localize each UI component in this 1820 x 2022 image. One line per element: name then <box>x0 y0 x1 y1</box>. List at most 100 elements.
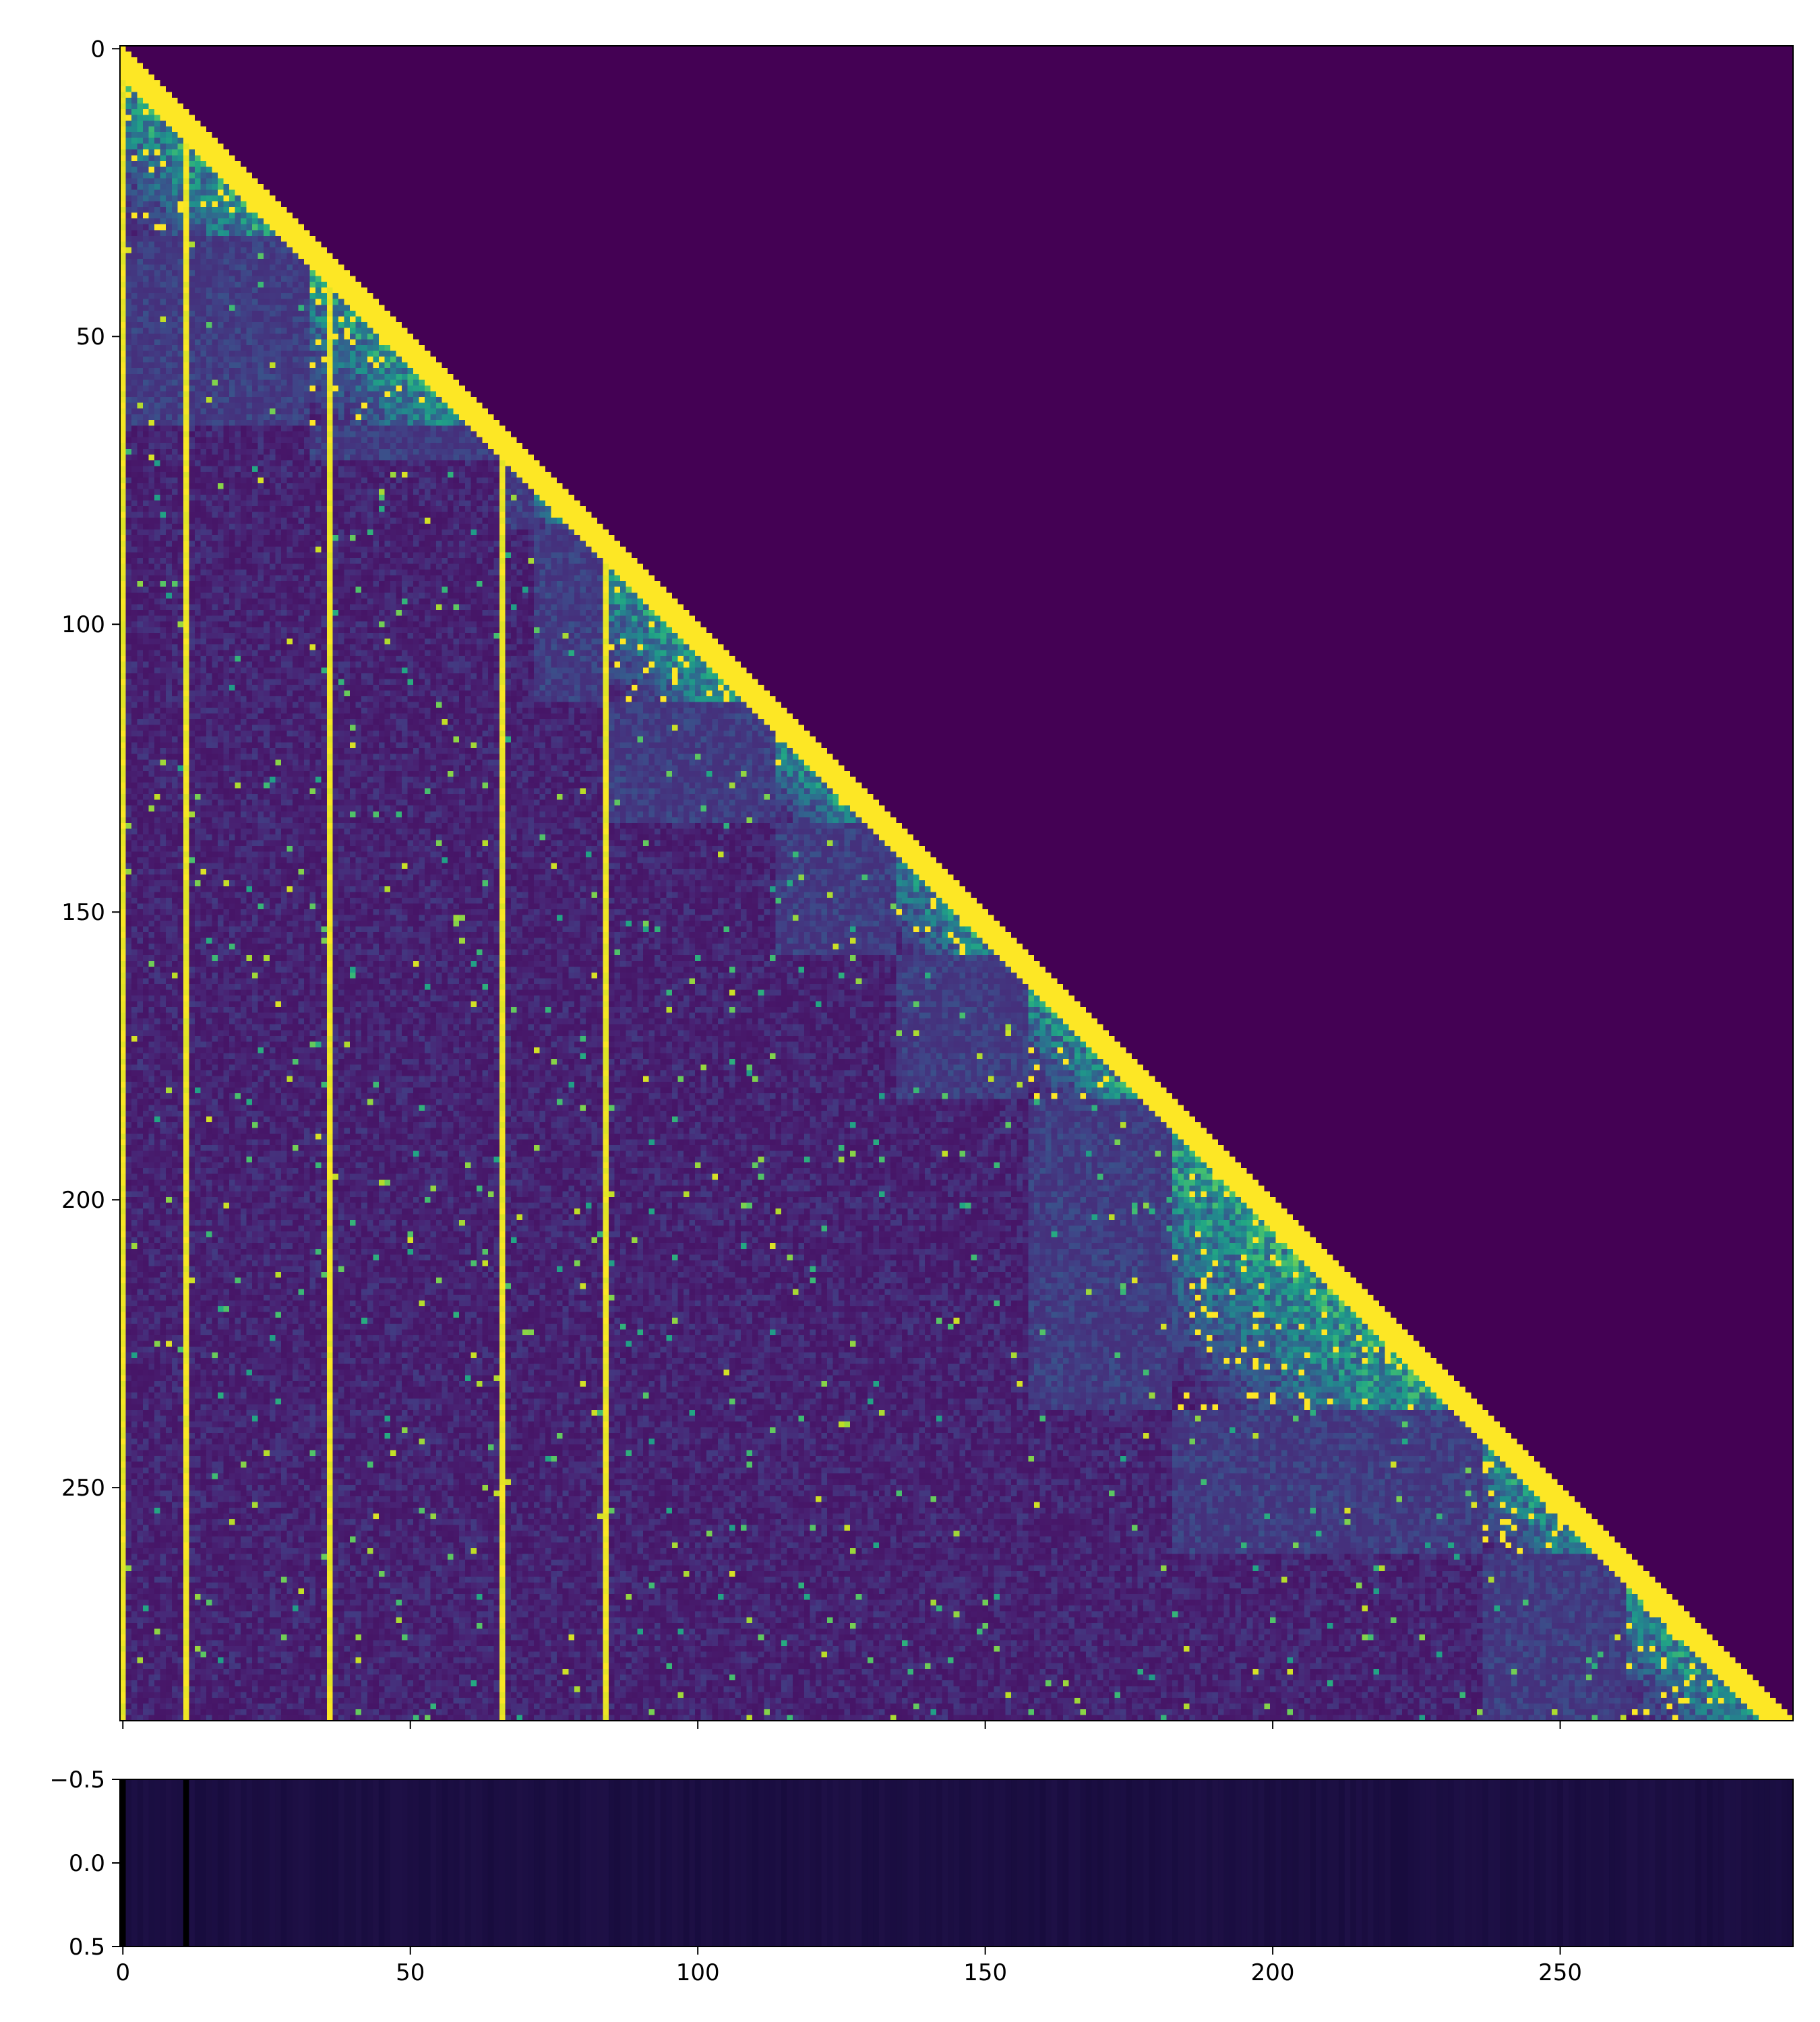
strip-cell <box>166 1779 173 1947</box>
strip-cell <box>355 1779 362 1947</box>
strip-cell <box>315 1779 322 1947</box>
strip-cell <box>269 1779 276 1947</box>
strip-cell <box>120 1779 127 1947</box>
strip-cell <box>1781 1779 1788 1947</box>
strip-cell <box>1390 1779 1397 1947</box>
strip-cell <box>1637 1779 1644 1947</box>
strip-cell <box>936 1779 943 1947</box>
strip-cell <box>677 1779 684 1947</box>
strip-cell <box>1183 1779 1190 1947</box>
strip-cell <box>1459 1779 1466 1947</box>
strip-cell <box>1298 1779 1305 1947</box>
strip-cell <box>1701 1779 1707 1947</box>
strip-cell <box>1660 1779 1667 1947</box>
strip-cell <box>712 1779 719 1947</box>
strip-cell <box>1126 1779 1132 1947</box>
strip-cell <box>1482 1779 1489 1947</box>
strip-cell <box>585 1779 592 1947</box>
strip-cell <box>1137 1779 1144 1947</box>
strip-cell <box>1551 1779 1558 1947</box>
strip-cell <box>1269 1779 1276 1947</box>
strip-cell <box>1057 1779 1064 1947</box>
y-tick-label: 150 <box>61 899 105 926</box>
strip-cell <box>1287 1779 1294 1947</box>
strip-cell <box>861 1779 868 1947</box>
strip-cell <box>953 1779 960 1947</box>
strip-cell <box>901 1779 909 1947</box>
strip-cell <box>384 1779 391 1947</box>
strip-cell <box>539 1779 546 1947</box>
strip-cell <box>206 1779 213 1947</box>
strip-cell <box>303 1779 311 1947</box>
strip-cell <box>1028 1779 1035 1947</box>
strip-cell <box>832 1779 839 1947</box>
strip-cell <box>965 1779 971 1947</box>
strip-cell <box>1747 1779 1753 1947</box>
x-tick-label: 0 <box>115 1959 130 1986</box>
strip-cell <box>1407 1779 1414 1947</box>
strip-cell <box>1005 1779 1012 1947</box>
strip-cell <box>1178 1779 1184 1947</box>
strip-cell <box>1051 1779 1058 1947</box>
strip-cell <box>1632 1779 1639 1947</box>
strip-cell <box>1626 1779 1633 1947</box>
strip-cell <box>827 1779 834 1947</box>
strip-cell <box>464 1779 471 1947</box>
strip-cell <box>1109 1779 1116 1947</box>
x-tick-label: 150 <box>963 1959 1007 1986</box>
strip-cell <box>338 1779 345 1947</box>
strip-cell <box>718 1779 725 1947</box>
strip-cell <box>1488 1779 1495 1947</box>
strip-cell <box>298 1779 305 1947</box>
strip-cell <box>1598 1779 1604 1947</box>
strip-cell <box>442 1779 448 1947</box>
strip-cell <box>1643 1779 1650 1947</box>
strip-cell <box>241 1779 247 1947</box>
strip-cell <box>212 1779 218 1947</box>
strip-cell <box>453 1779 460 1947</box>
strip-cell <box>459 1779 466 1947</box>
strip-cell <box>884 1779 891 1947</box>
strip-cell <box>637 1779 644 1947</box>
strip-cell <box>1436 1779 1443 1947</box>
strip-cell <box>1419 1779 1426 1947</box>
strip-cell <box>246 1779 253 1947</box>
strip-cell <box>735 1779 741 1947</box>
strip-cell <box>706 1779 713 1947</box>
strip-cell <box>1476 1779 1484 1947</box>
strip-cell <box>510 1779 518 1947</box>
strip-cell <box>264 1779 270 1947</box>
strip-cell <box>378 1779 385 1947</box>
strip-cell <box>177 1779 184 1947</box>
strip-cell <box>430 1779 437 1947</box>
strip-cell <box>257 1779 264 1947</box>
strip-cell <box>1149 1779 1155 1947</box>
strip-cell <box>614 1779 621 1947</box>
strip-cell <box>816 1779 822 1947</box>
strip-cell <box>1356 1779 1362 1947</box>
strip-cell <box>1160 1779 1167 1947</box>
strip-y-axis: −0.5 0.0 0.5 <box>49 1767 120 1961</box>
strip-cell <box>1385 1779 1391 1947</box>
strip-cell <box>390 1779 397 1947</box>
strip-cell <box>1448 1779 1455 1947</box>
strip-cell <box>235 1779 241 1947</box>
strip-cell <box>746 1779 753 1947</box>
strip-cell <box>597 1779 604 1947</box>
strip-cell <box>1511 1779 1518 1947</box>
strip-cell <box>1218 1779 1225 1947</box>
strip-cell <box>1563 1779 1569 1947</box>
strip-heatmap-axes: −0.5 0.0 0.5 0 50 100 150 200 250 <box>49 1767 1794 1986</box>
strip-cell <box>1062 1779 1069 1947</box>
y-tick-label: 0.0 <box>69 1850 105 1877</box>
strip-cell <box>758 1779 764 1947</box>
strip-cell <box>1620 1779 1627 1947</box>
strip-cell <box>919 1779 926 1947</box>
strip-cell <box>1034 1779 1041 1947</box>
strip-cell <box>798 1779 805 1947</box>
y-tick-label: 200 <box>61 1187 105 1214</box>
y-tick-label: 250 <box>61 1475 105 1502</box>
strip-cell <box>1494 1779 1500 1947</box>
strip-cell <box>217 1779 224 1947</box>
strip-cell <box>1091 1779 1098 1947</box>
